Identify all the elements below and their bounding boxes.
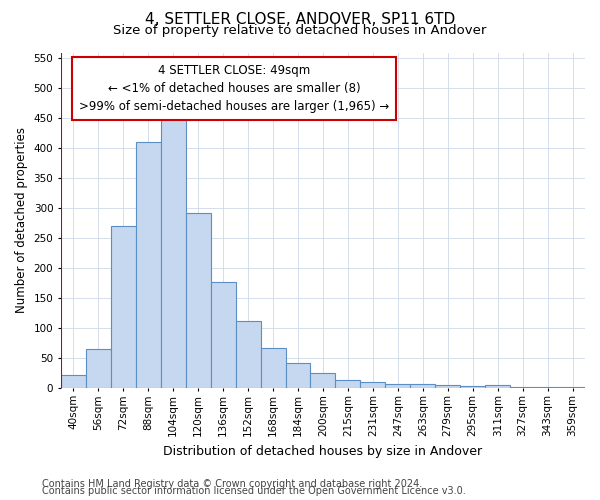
Bar: [485, 386, 510, 388]
Bar: [211, 282, 236, 389]
Text: 4 SETTLER CLOSE: 49sqm
← <1% of detached houses are smaller (8)
>99% of semi-det: 4 SETTLER CLOSE: 49sqm ← <1% of detached…: [79, 64, 389, 114]
Bar: [186, 212, 211, 388]
Bar: [61, 376, 86, 388]
Bar: [510, 386, 535, 388]
Bar: [335, 380, 361, 388]
Bar: [385, 384, 410, 388]
Bar: [161, 116, 186, 388]
Bar: [560, 386, 585, 388]
Bar: [310, 374, 335, 388]
Y-axis label: Number of detached properties: Number of detached properties: [15, 128, 28, 314]
Bar: [86, 350, 111, 389]
Bar: [435, 386, 460, 388]
Text: Size of property relative to detached houses in Andover: Size of property relative to detached ho…: [113, 24, 487, 37]
Text: Contains HM Land Registry data © Crown copyright and database right 2024.: Contains HM Land Registry data © Crown c…: [42, 479, 422, 489]
Text: Contains public sector information licensed under the Open Government Licence v3: Contains public sector information licen…: [42, 486, 466, 496]
Bar: [111, 226, 136, 388]
X-axis label: Distribution of detached houses by size in Andover: Distribution of detached houses by size …: [163, 444, 482, 458]
Bar: [361, 382, 385, 388]
Bar: [136, 142, 161, 388]
Bar: [260, 348, 286, 389]
Bar: [460, 386, 485, 388]
Bar: [236, 320, 260, 388]
Text: 4, SETTLER CLOSE, ANDOVER, SP11 6TD: 4, SETTLER CLOSE, ANDOVER, SP11 6TD: [145, 12, 455, 28]
Bar: [286, 362, 310, 388]
Bar: [410, 384, 435, 388]
Bar: [535, 386, 560, 388]
